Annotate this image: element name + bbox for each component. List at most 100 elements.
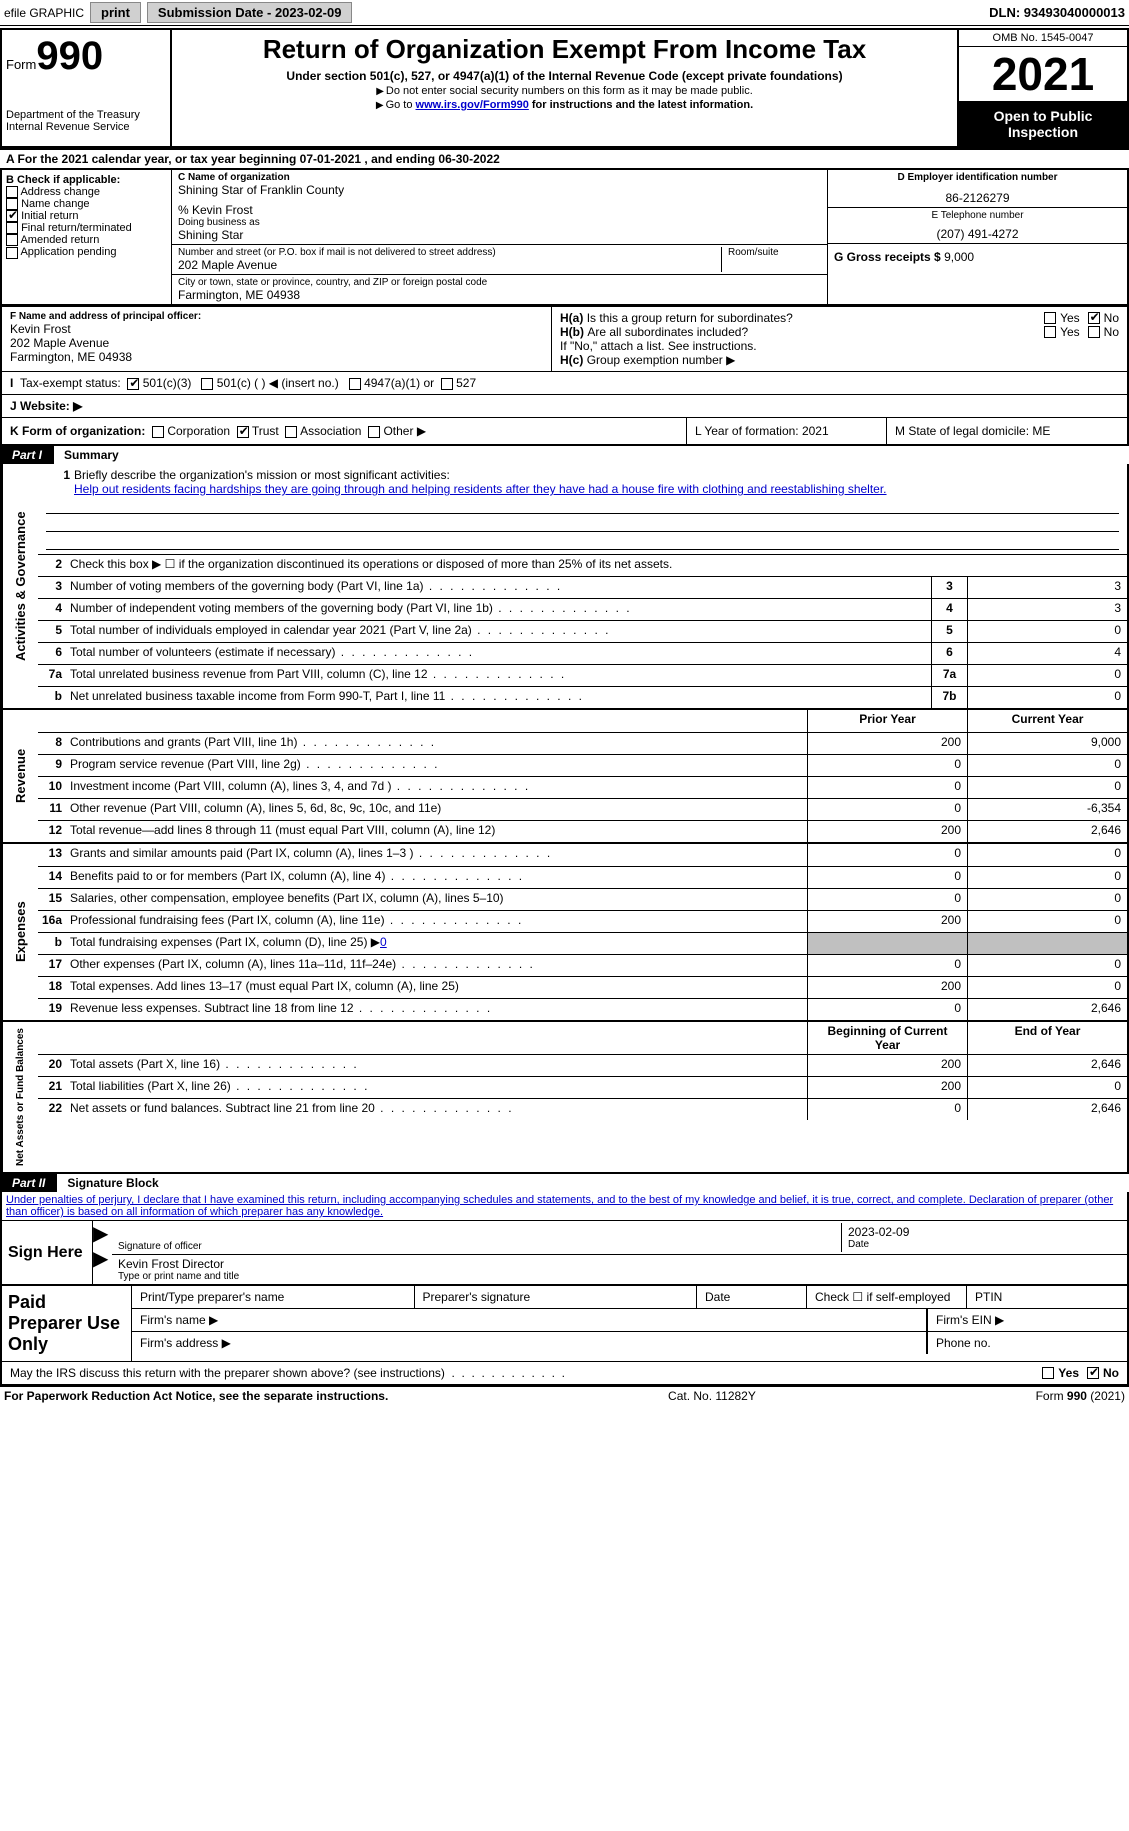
end-year-hdr: End of Year (967, 1022, 1127, 1054)
line11-text: Other revenue (Part VIII, column (A), li… (66, 799, 807, 820)
line12-curr: 2,646 (967, 821, 1127, 842)
prep-name-hdr: Print/Type preparer's name (132, 1286, 415, 1308)
revenue-section: Revenue Prior YearCurrent Year 8Contribu… (0, 710, 1129, 844)
form990-link[interactable]: www.irs.gov/Form990 (416, 99, 529, 111)
firm-addr-label: Firm's address ▶ (132, 1332, 927, 1354)
line6-text: Total number of volunteers (estimate if … (66, 643, 931, 664)
sign-here-label: Sign Here (2, 1221, 92, 1284)
line14-text: Benefits paid to or for members (Part IX… (66, 867, 807, 888)
signature-block: Under penalties of perjury, I declare th… (0, 1192, 1129, 1386)
line15-curr: 0 (967, 889, 1127, 910)
line11-curr: -6,354 (967, 799, 1127, 820)
dba-name: Shining Star (178, 228, 821, 242)
tax-status-row: I Tax-exempt status: 501(c)(3) 501(c) ( … (2, 371, 1127, 394)
firm-ein-label: Firm's EIN ▶ (927, 1309, 1127, 1331)
discuss-no[interactable]: No (1087, 1366, 1119, 1380)
form-org-label: K Form of organization: (10, 424, 145, 438)
org-name-label: C Name of organization (178, 172, 821, 183)
footer-row: For Paperwork Reduction Act Notice, see … (0, 1386, 1129, 1405)
check-name-change[interactable]: Name change (6, 198, 167, 210)
phone-value: (207) 491-4272 (834, 227, 1121, 241)
line21-text: Total liabilities (Part X, line 26) (66, 1077, 807, 1098)
gross-label: G Gross receipts $ (834, 250, 944, 264)
print-button[interactable]: print (90, 2, 141, 23)
blank-line (46, 532, 1119, 550)
line22-text: Net assets or fund balances. Subtract li… (66, 1099, 807, 1120)
line4-text: Number of independent voting members of … (66, 599, 931, 620)
period-row: A For the 2021 calendar year, or tax yea… (0, 148, 1129, 170)
check-501c3[interactable]: 501(c)(3) (127, 376, 191, 390)
check-address-change[interactable]: Address change (6, 186, 167, 198)
line7b-val: 0 (967, 687, 1127, 708)
discuss-yes[interactable]: Yes (1042, 1366, 1079, 1380)
line17-prior: 0 (807, 955, 967, 976)
line6-val: 4 (967, 643, 1127, 664)
hb-no[interactable]: No (1088, 325, 1119, 339)
check-association[interactable]: Association (285, 424, 361, 438)
line7a-text: Total unrelated business revenue from Pa… (66, 665, 931, 686)
part2-title: Signature Block (57, 1174, 1129, 1192)
line20-text: Total assets (Part X, line 16) (66, 1055, 807, 1076)
dln-label: DLN: 93493040000013 (989, 5, 1125, 20)
prep-check-hdr: Check ☐ if self-employed (807, 1286, 967, 1308)
hb-yes[interactable]: Yes (1044, 325, 1080, 339)
line14-curr: 0 (967, 867, 1127, 888)
line20-curr: 2,646 (967, 1055, 1127, 1076)
check-initial-return[interactable]: Initial return (6, 210, 167, 222)
phone-label: E Telephone number (834, 210, 1121, 221)
check-trust[interactable]: Trust (237, 424, 279, 438)
check-4947[interactable]: 4947(a)(1) or (349, 376, 434, 390)
penalty-text: Under penalties of perjury, I declare th… (2, 1192, 1127, 1220)
line16b-grey1 (807, 933, 967, 954)
form-header: Form990 Department of the Treasury Inter… (0, 28, 1129, 148)
check-other[interactable]: Other ▶ (368, 424, 426, 438)
print-name-label: Type or print name and title (118, 1271, 1121, 1282)
line16b-text: Total fundraising expenses (Part IX, col… (66, 933, 807, 954)
line9-curr: 0 (967, 755, 1127, 776)
identity-block: B Check if applicable: Address change Na… (0, 170, 1129, 306)
sig-date-label: Date (848, 1239, 1115, 1250)
check-application-pending[interactable]: Application pending (6, 246, 167, 258)
org-name: Shining Star of Franklin County (178, 183, 821, 197)
check-corporation[interactable]: Corporation (152, 424, 230, 438)
ha-no[interactable]: No (1088, 311, 1119, 325)
line6-num: 6 (931, 643, 967, 664)
line11-prior: 0 (807, 799, 967, 820)
line19-curr: 2,646 (967, 999, 1127, 1020)
hb-question: Are all subordinates included? (587, 325, 1036, 339)
top-bar: efile GRAPHIC print Submission Date - 20… (0, 0, 1129, 26)
year-formation: L Year of formation: 2021 (687, 418, 887, 444)
line16b-val: 0 (380, 935, 387, 949)
line9-prior: 0 (807, 755, 967, 776)
line14-prior: 0 (807, 867, 967, 888)
tax-year: 2021 (959, 47, 1127, 102)
check-amended-return[interactable]: Amended return (6, 234, 167, 246)
current-year-hdr: Current Year (967, 710, 1127, 732)
line10-prior: 0 (807, 777, 967, 798)
gross-value: 9,000 (944, 250, 974, 264)
check-501c[interactable]: 501(c) ( ) ◀ (insert no.) (201, 376, 338, 390)
tax-status-label: Tax-exempt status: (20, 376, 121, 390)
form-num: 990 (36, 34, 103, 78)
check-final-return[interactable]: Final return/terminated (6, 222, 167, 234)
blank-line (46, 496, 1119, 514)
ein-value: 86-2126279 (834, 191, 1121, 205)
part1-header: Part I Summary (0, 446, 1129, 464)
submission-date-button[interactable]: Submission Date - 2023-02-09 (147, 2, 353, 23)
check-527[interactable]: 527 (441, 376, 476, 390)
part2-header: Part II Signature Block (0, 1174, 1129, 1192)
line15-text: Salaries, other compensation, employee b… (66, 889, 807, 910)
line15-prior: 0 (807, 889, 967, 910)
side-governance: Activities & Governance (2, 464, 38, 708)
state-domicile: M State of legal domicile: ME (887, 418, 1127, 444)
form-title: Return of Organization Exempt From Incom… (180, 34, 949, 65)
line5-val: 0 (967, 621, 1127, 642)
line2-text: Check this box ▶ ☐ if the organization d… (66, 555, 1127, 576)
cat-no: Cat. No. 11282Y (668, 1389, 756, 1403)
officer-name: Kevin Frost (10, 322, 543, 336)
city-label: City or town, state or province, country… (178, 277, 821, 288)
ha-yes[interactable]: Yes (1044, 311, 1080, 325)
street-address: 202 Maple Avenue (178, 258, 721, 272)
line5-num: 5 (931, 621, 967, 642)
street-label: Number and street (or P.O. box if mail i… (178, 247, 721, 258)
